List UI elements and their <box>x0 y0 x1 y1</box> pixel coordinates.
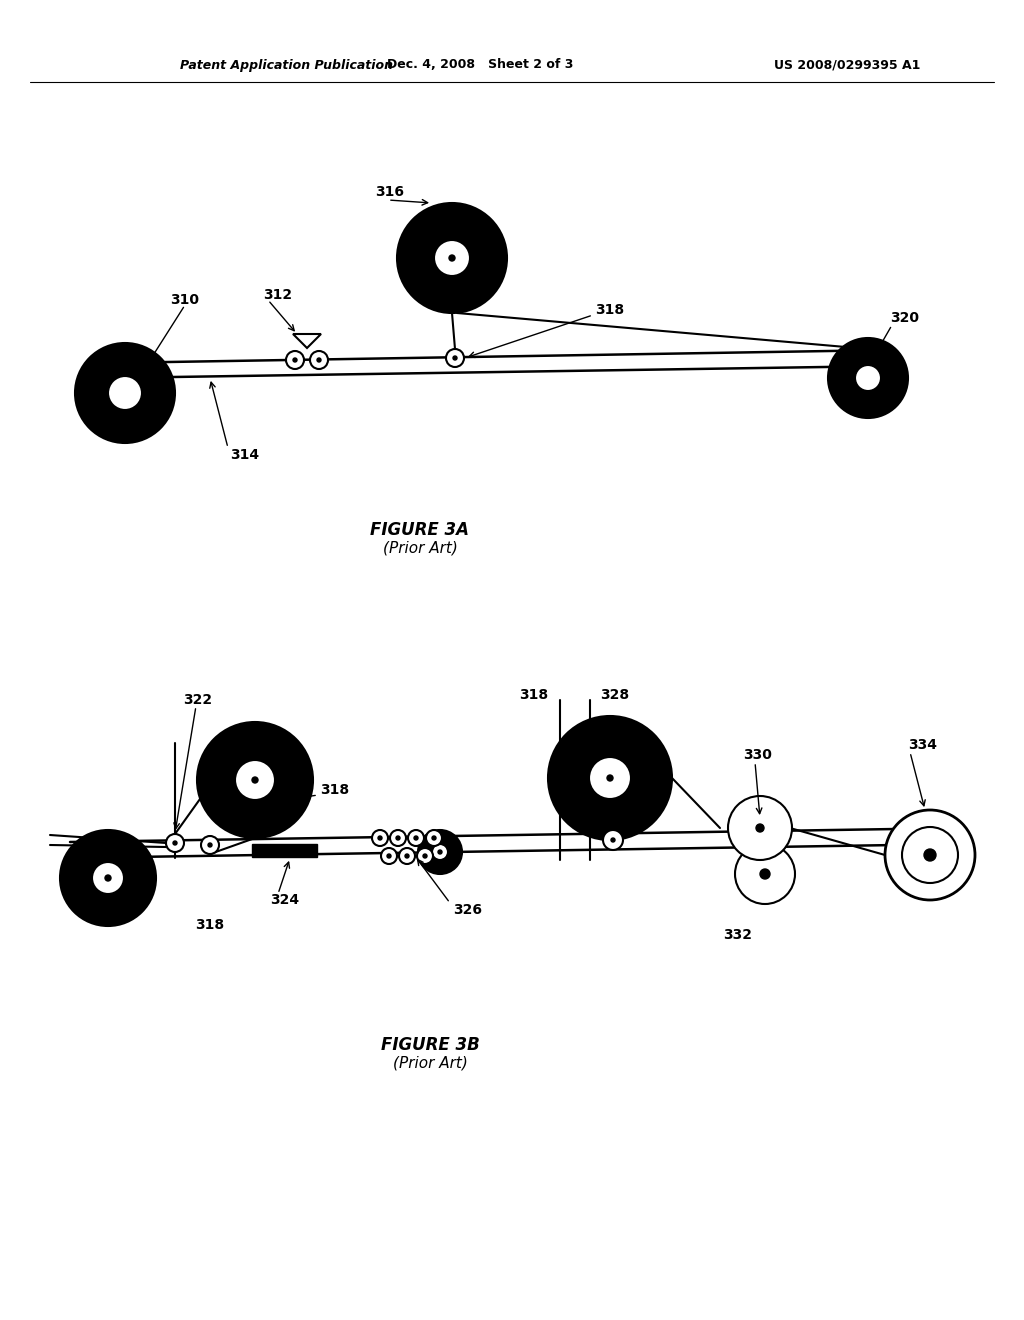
Circle shape <box>423 854 427 858</box>
Circle shape <box>166 834 184 851</box>
Circle shape <box>432 843 449 861</box>
Circle shape <box>173 841 177 845</box>
Circle shape <box>310 351 328 370</box>
Text: 318: 318 <box>519 688 548 702</box>
Circle shape <box>208 843 212 847</box>
Text: Dec. 4, 2008   Sheet 2 of 3: Dec. 4, 2008 Sheet 2 of 3 <box>387 58 573 71</box>
Text: US 2008/0299395 A1: US 2008/0299395 A1 <box>773 58 920 71</box>
Circle shape <box>378 836 382 840</box>
Circle shape <box>728 796 792 861</box>
Circle shape <box>414 836 418 840</box>
Circle shape <box>438 850 442 854</box>
Text: FIGURE 3A: FIGURE 3A <box>371 521 469 539</box>
Circle shape <box>589 756 631 799</box>
Circle shape <box>417 847 433 865</box>
Text: 330: 330 <box>743 748 772 762</box>
Circle shape <box>293 358 297 362</box>
Text: 326: 326 <box>453 903 482 917</box>
Circle shape <box>426 830 442 846</box>
Text: 324: 324 <box>270 894 299 907</box>
Circle shape <box>432 836 436 840</box>
Circle shape <box>603 830 623 850</box>
Circle shape <box>387 854 391 858</box>
Text: 328: 328 <box>600 688 629 702</box>
Text: (Prior Art): (Prior Art) <box>392 1056 467 1071</box>
Text: 312: 312 <box>263 288 292 302</box>
Text: 318: 318 <box>595 304 624 317</box>
Circle shape <box>75 343 175 444</box>
Text: 318: 318 <box>319 783 349 797</box>
Circle shape <box>418 830 462 874</box>
Text: FIGURE 3B: FIGURE 3B <box>381 1036 479 1053</box>
Circle shape <box>453 356 457 360</box>
Text: Patent Application Publication: Patent Application Publication <box>180 58 393 71</box>
Circle shape <box>372 830 388 846</box>
Text: 322: 322 <box>183 693 212 708</box>
Circle shape <box>60 830 156 927</box>
Circle shape <box>92 862 124 894</box>
Bar <box>252 843 317 857</box>
Circle shape <box>397 203 507 313</box>
Circle shape <box>317 358 321 362</box>
Text: 314: 314 <box>230 447 259 462</box>
Circle shape <box>252 777 258 783</box>
Circle shape <box>611 838 615 842</box>
Text: 310: 310 <box>170 293 199 308</box>
Circle shape <box>390 830 406 846</box>
Circle shape <box>197 722 313 838</box>
Text: 318: 318 <box>195 917 224 932</box>
Circle shape <box>855 366 881 391</box>
Circle shape <box>449 255 455 261</box>
Circle shape <box>756 824 764 832</box>
Circle shape <box>548 715 672 840</box>
Circle shape <box>286 351 304 370</box>
Text: 320: 320 <box>890 312 919 325</box>
Text: 316: 316 <box>375 185 404 199</box>
Circle shape <box>234 760 275 800</box>
Circle shape <box>607 775 613 781</box>
Circle shape <box>885 810 975 900</box>
Circle shape <box>924 849 936 861</box>
Circle shape <box>396 836 400 840</box>
Circle shape <box>434 240 470 276</box>
Circle shape <box>406 854 409 858</box>
Circle shape <box>408 830 424 846</box>
Polygon shape <box>293 334 321 348</box>
Circle shape <box>446 348 464 367</box>
Circle shape <box>902 828 958 883</box>
Circle shape <box>108 376 142 411</box>
Circle shape <box>828 338 908 418</box>
Circle shape <box>201 836 219 854</box>
Circle shape <box>105 875 111 880</box>
Circle shape <box>381 847 397 865</box>
Text: (Prior Art): (Prior Art) <box>383 540 458 556</box>
Circle shape <box>399 847 415 865</box>
Text: 332: 332 <box>724 928 753 942</box>
Circle shape <box>735 843 795 904</box>
Circle shape <box>760 869 770 879</box>
Text: 334: 334 <box>908 738 937 752</box>
